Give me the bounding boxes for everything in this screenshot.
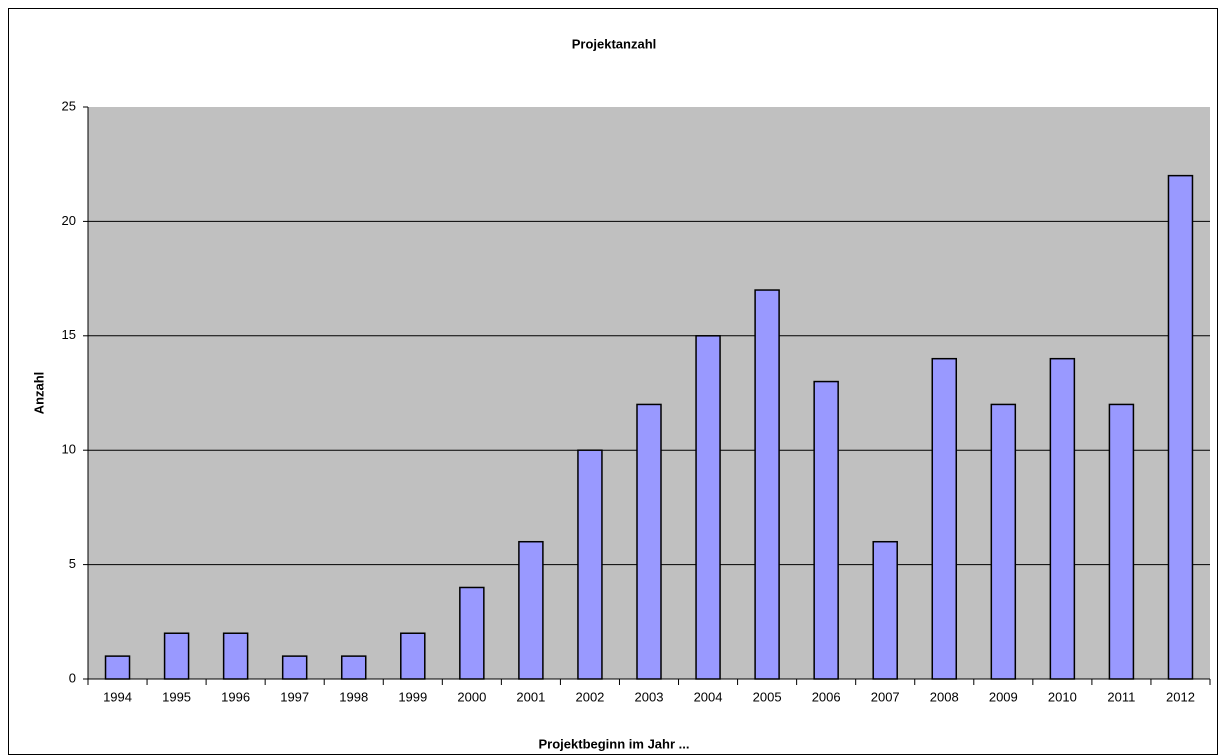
bar [754, 289, 780, 680]
bar [990, 403, 1017, 680]
bar [281, 655, 308, 680]
x-tick-label: 1998 [339, 689, 368, 704]
x-tick-label: 2011 [1107, 689, 1135, 704]
bar [931, 357, 958, 680]
x-tick-label: 2012 [1166, 689, 1195, 704]
y-tick-label: 5 [69, 556, 76, 571]
bar [459, 586, 485, 680]
x-tick-label: 2001 [516, 689, 545, 704]
bar [1167, 174, 1194, 680]
bar [340, 655, 367, 680]
x-tick-label: 2002 [575, 689, 604, 704]
bar [872, 540, 898, 680]
x-axis-label: Projektbeginn im Jahr ... [539, 736, 690, 751]
x-tick-label: 1995 [162, 689, 191, 704]
bar [1049, 357, 1076, 680]
x-tick-label: 1999 [398, 689, 427, 704]
bar [400, 632, 426, 680]
x-tick-label: 2000 [457, 689, 486, 704]
bar [577, 449, 603, 680]
bar [163, 632, 190, 680]
x-tick-label: 2009 [989, 689, 1018, 704]
y-tick-label: 10 [62, 442, 76, 457]
bar [518, 540, 544, 680]
x-tick-label: 2006 [812, 689, 841, 704]
bar [813, 380, 839, 680]
y-axis-label: Anzahl [31, 372, 46, 415]
bar [636, 403, 662, 680]
x-tick-label: 1994 [103, 689, 132, 704]
x-tick-label: 2005 [753, 689, 782, 704]
bar [695, 335, 721, 680]
bar [222, 632, 249, 680]
x-tick-label: 2004 [694, 689, 723, 704]
x-tick-label: 2003 [635, 689, 664, 704]
x-tick-label: 2008 [930, 689, 959, 704]
x-tick-label: 2010 [1048, 689, 1077, 704]
y-tick-label: 15 [62, 327, 76, 342]
y-tick-label: 20 [62, 213, 76, 228]
x-tick-label: 1996 [221, 689, 250, 704]
bar [1108, 403, 1135, 680]
chart-title: Projektanzahl [572, 36, 657, 51]
bar [104, 655, 131, 680]
x-tick-label: 2007 [871, 689, 900, 704]
x-tick-label: 1997 [280, 689, 309, 704]
y-tick-label: 25 [62, 98, 76, 113]
y-tick-label: 0 [69, 670, 76, 685]
